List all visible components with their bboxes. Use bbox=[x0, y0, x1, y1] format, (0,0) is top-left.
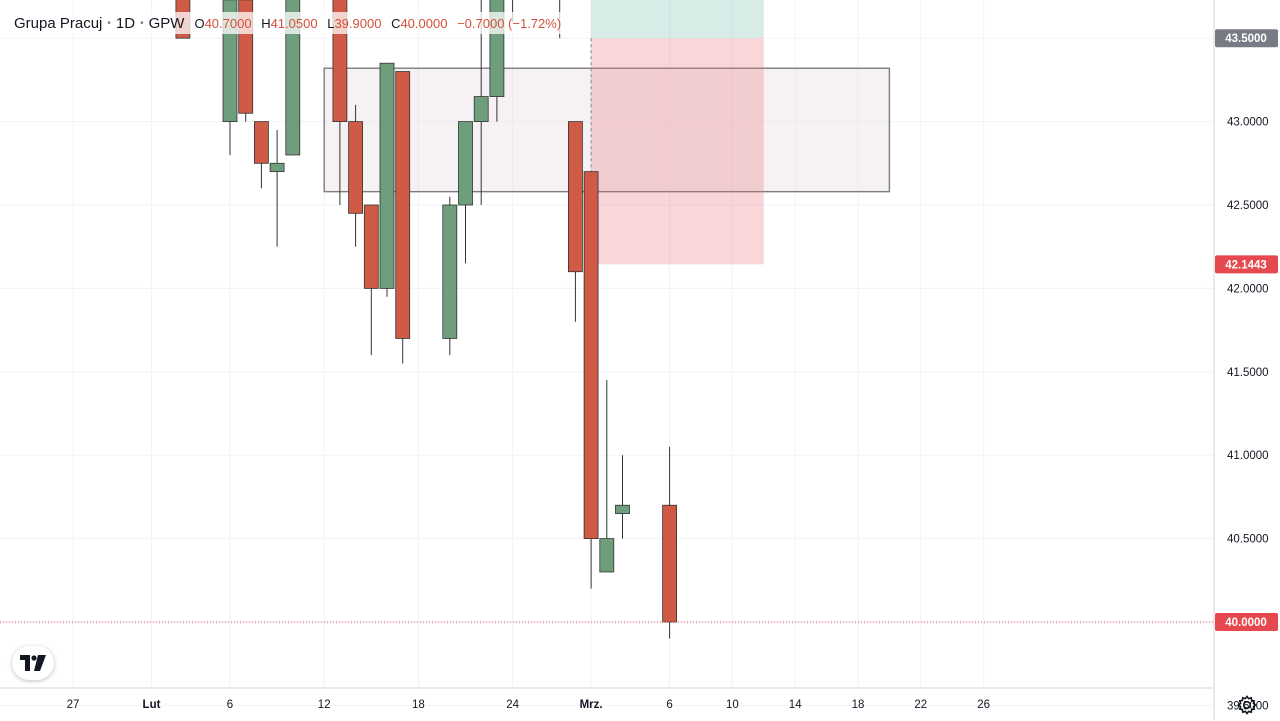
y-tick-label: 39.5000 bbox=[1227, 700, 1269, 712]
x-tick-label: 24 bbox=[506, 699, 519, 711]
y-tick-label: 41.5000 bbox=[1227, 367, 1269, 379]
rectangle-zones bbox=[323, 67, 891, 193]
y-tick-label: 43.0000 bbox=[1227, 117, 1269, 129]
interval[interactable]: 1D bbox=[115, 14, 136, 32]
x-tick-label: 18 bbox=[852, 699, 865, 711]
x-tick-label: 22 bbox=[914, 699, 927, 711]
y-tick-label: 42.5000 bbox=[1227, 200, 1269, 212]
x-tick-label: Lut bbox=[143, 699, 161, 711]
high-label: H bbox=[261, 15, 271, 31]
axes bbox=[0, 0, 1215, 720]
candle-body bbox=[442, 204, 458, 339]
candle-body bbox=[269, 162, 285, 173]
price-badge-text: 40.0000 bbox=[1225, 617, 1267, 629]
open-value: 40.7000 bbox=[204, 15, 252, 31]
candle-body bbox=[395, 71, 411, 339]
low-value: 39.9000 bbox=[334, 15, 382, 31]
candle-body bbox=[363, 204, 379, 289]
low-label: L bbox=[327, 15, 335, 31]
zone-rectangle bbox=[323, 67, 891, 193]
y-axis-ticks[interactable]: 39.5000 40.0000 40.5000 41.0000 41.5000 42.00… bbox=[1227, 0, 1269, 712]
symbol-name[interactable]: Grupa Pracuj bbox=[14, 14, 103, 32]
stop-zone bbox=[591, 38, 764, 265]
price-badge-text: 42.1443 bbox=[1225, 259, 1267, 271]
high-value: 41.0500 bbox=[270, 15, 318, 31]
price-badge bbox=[1215, 613, 1278, 631]
candle-body bbox=[285, 0, 301, 156]
price-badge-text: 43.5000 bbox=[1225, 33, 1267, 45]
close-label: C bbox=[391, 15, 401, 31]
price-badge bbox=[1215, 29, 1278, 48]
x-axis-ticks[interactable]: 27 Lut 6 12 18 24 Mrz. 6 10 14 18 22 26 bbox=[67, 699, 990, 711]
x-tick-label: 6 bbox=[666, 699, 672, 711]
x-tick-label: Mrz. bbox=[580, 699, 603, 711]
candles bbox=[175, 0, 677, 639]
change-value: −0.7000 (−1.72%) bbox=[457, 15, 562, 31]
y-tick-label: 41.0000 bbox=[1227, 450, 1269, 462]
candle-body bbox=[568, 121, 583, 273]
ohlc-values: O40.7000 H41.0500 L39.9000 C40.0000 −0.7… bbox=[194, 16, 567, 31]
x-tick-label: 14 bbox=[789, 699, 802, 711]
x-tick-label: 27 bbox=[67, 699, 80, 711]
gear-icon[interactable] bbox=[1236, 694, 1258, 716]
candle-body bbox=[473, 96, 489, 123]
separator-dot: • bbox=[140, 17, 144, 29]
candle-body bbox=[348, 121, 364, 214]
candle-body bbox=[253, 121, 269, 164]
candle-body bbox=[583, 171, 599, 539]
exchange: GPW bbox=[148, 14, 185, 32]
target-zone bbox=[591, 0, 764, 39]
candle-body bbox=[379, 62, 395, 289]
candle-body bbox=[599, 538, 615, 573]
x-tick-label: 18 bbox=[412, 699, 425, 711]
x-tick-label: 26 bbox=[977, 699, 990, 711]
candle-body bbox=[458, 121, 473, 206]
x-tick-label: 6 bbox=[227, 699, 233, 711]
tradingview-logo-icon[interactable] bbox=[12, 646, 54, 680]
price-badge bbox=[1215, 255, 1278, 274]
open-label: O bbox=[194, 15, 205, 31]
chart-legend: Grupa Pracuj • 1D • GPW O40.7000 H41.050… bbox=[8, 12, 574, 34]
close-value: 40.0000 bbox=[400, 15, 448, 31]
y-tick-label: 40.5000 bbox=[1227, 534, 1269, 546]
y-tick-label: 42.0000 bbox=[1227, 283, 1269, 295]
long-position-tool[interactable] bbox=[590, 0, 764, 265]
candle-body bbox=[615, 504, 630, 514]
x-tick-label: 12 bbox=[318, 699, 331, 711]
separator-dot: • bbox=[107, 17, 111, 29]
x-tick-label: 10 bbox=[726, 699, 739, 711]
candle-body bbox=[662, 504, 677, 623]
